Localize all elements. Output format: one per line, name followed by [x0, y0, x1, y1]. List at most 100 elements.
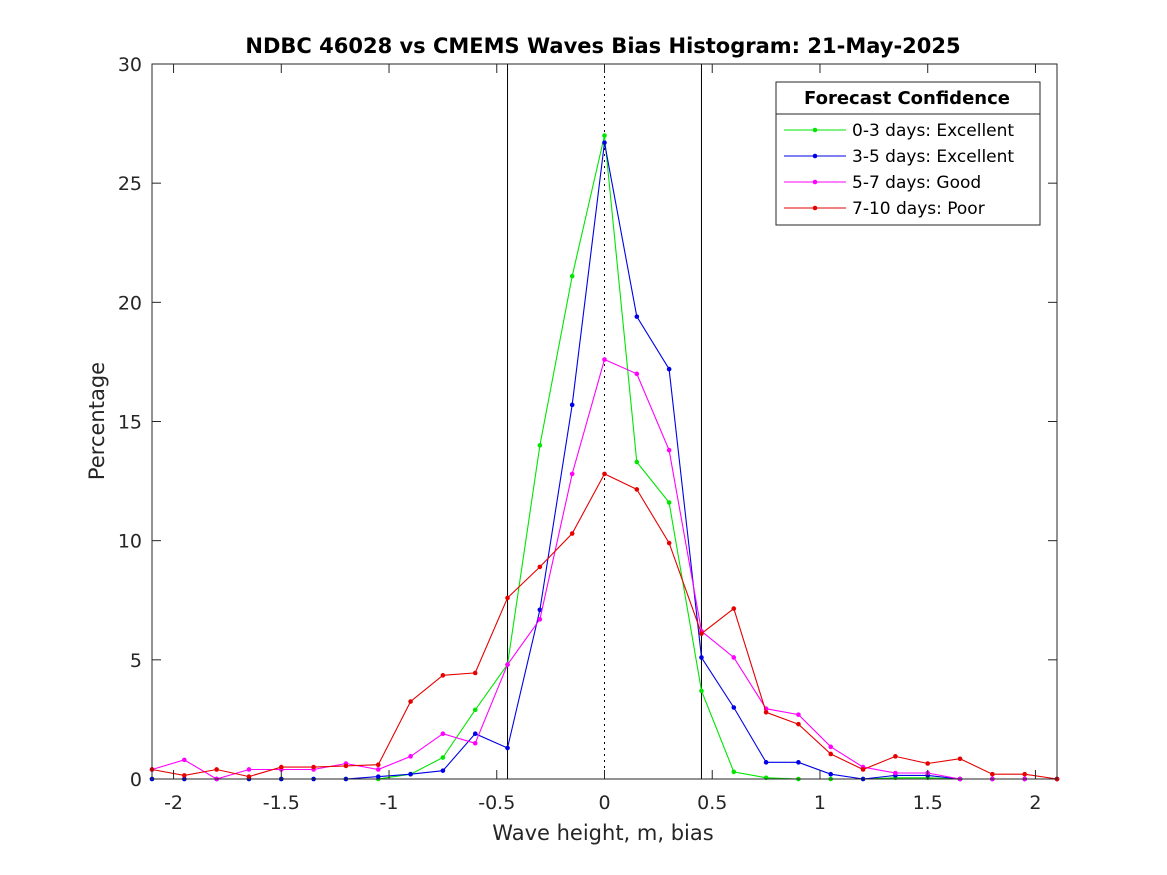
data-point	[537, 617, 543, 622]
data-point	[602, 357, 607, 362]
data-point	[569, 402, 575, 408]
data-point	[214, 767, 219, 772]
data-point	[537, 443, 543, 448]
x-axis-ticks: -2 -1.5 -1 -0.5 0 0.5 1 1.5 2	[164, 64, 1041, 814]
data-point	[763, 760, 769, 765]
data-point	[537, 607, 543, 613]
y-tick-label: 10	[118, 531, 142, 553]
legend-swatch-marker	[812, 127, 818, 133]
legend: Forecast Confidence 0-3 days: Excellent 3…	[775, 81, 1041, 226]
series-3	[149, 471, 1060, 782]
x-tick-label: 2	[1029, 792, 1041, 814]
data-point	[666, 540, 672, 546]
data-point	[925, 761, 931, 766]
data-point	[893, 754, 898, 759]
data-point	[634, 459, 640, 465]
data-point	[440, 755, 446, 760]
data-point	[602, 133, 607, 138]
data-point	[666, 500, 672, 505]
legend-item: 0-3 days: Excellent	[784, 121, 1014, 141]
data-point	[699, 655, 704, 660]
data-point	[731, 769, 737, 775]
legend-box	[775, 81, 1041, 226]
x-tick-label: -2	[164, 792, 183, 814]
data-point	[408, 754, 413, 759]
x-tick-label: -1.5	[263, 792, 300, 814]
y-tick-label: 0	[130, 769, 142, 791]
data-point	[731, 705, 737, 710]
data-point	[246, 774, 252, 779]
data-point	[246, 767, 252, 772]
data-point	[472, 670, 478, 676]
data-point	[828, 771, 834, 777]
legend-label: 3-5 days: Excellent	[852, 147, 1014, 167]
data-point	[472, 707, 478, 713]
data-point	[182, 773, 187, 778]
data-point	[957, 756, 963, 762]
data-point	[311, 764, 316, 770]
legend-item: 3-5 days: Excellent	[784, 147, 1014, 167]
data-point	[666, 366, 672, 372]
data-point	[1022, 771, 1027, 777]
data-point	[182, 757, 187, 763]
data-point	[472, 740, 478, 746]
x-tick-label: -1	[380, 792, 399, 814]
data-point	[440, 673, 446, 678]
data-point	[860, 767, 866, 772]
data-point	[699, 631, 704, 636]
data-point	[440, 731, 446, 737]
legend-item: 5-7 days: Good	[784, 173, 981, 193]
data-point	[796, 721, 801, 727]
legend-swatch-marker	[812, 205, 818, 211]
data-point	[343, 763, 349, 769]
x-tick-label: -0.5	[478, 792, 515, 814]
data-point	[408, 699, 413, 704]
data-point	[602, 140, 607, 145]
data-point	[375, 774, 381, 779]
data-point	[699, 688, 704, 694]
data-point	[602, 471, 607, 477]
data-point	[472, 731, 478, 737]
data-point	[828, 751, 834, 757]
y-axis-ticks: 0 5 10 15 20 25 30	[118, 54, 1057, 791]
data-point	[634, 487, 640, 492]
x-tick-label: 1	[814, 792, 826, 814]
legend-title: Forecast Confidence	[804, 88, 1010, 109]
y-tick-label: 25	[118, 173, 142, 195]
x-tick-label: 0	[598, 792, 610, 814]
legend-label: 7-10 days: Poor	[852, 199, 985, 219]
y-tick-label: 30	[118, 54, 142, 76]
x-tick-label: 1.5	[913, 792, 943, 814]
data-point	[731, 606, 737, 611]
data-point	[537, 564, 543, 570]
data-point	[569, 531, 575, 536]
data-point	[375, 767, 381, 772]
data-point	[375, 762, 381, 767]
data-point	[796, 712, 801, 717]
x-axis-label: Wave height, m, bias	[492, 821, 713, 845]
data-point	[569, 273, 575, 279]
chart-title: NDBC 46028 vs CMEMS Waves Bias Histogram…	[245, 34, 960, 58]
reference-lines	[507, 64, 702, 779]
data-point	[634, 371, 640, 377]
x-tick-label: 0.5	[697, 792, 727, 814]
data-point	[505, 662, 510, 667]
y-tick-label: 15	[118, 412, 142, 434]
data-point	[440, 768, 446, 773]
data-point	[828, 744, 834, 750]
y-tick-label: 5	[130, 650, 142, 672]
data-point	[505, 595, 510, 601]
data-point	[569, 471, 575, 477]
legend-items: 0-3 days: Excellent 3-5 days: Excellent 5-…	[784, 121, 1014, 219]
data-point	[278, 764, 284, 770]
legend-swatch-marker	[812, 179, 818, 185]
y-axis-label: Percentage	[85, 362, 109, 480]
data-point	[796, 760, 801, 765]
legend-item: 7-10 days: Poor	[784, 199, 985, 219]
data-point	[634, 314, 640, 319]
legend-swatch-marker	[812, 153, 818, 159]
data-point	[666, 447, 672, 453]
data-point	[893, 770, 898, 776]
y-tick-label: 20	[118, 292, 142, 314]
